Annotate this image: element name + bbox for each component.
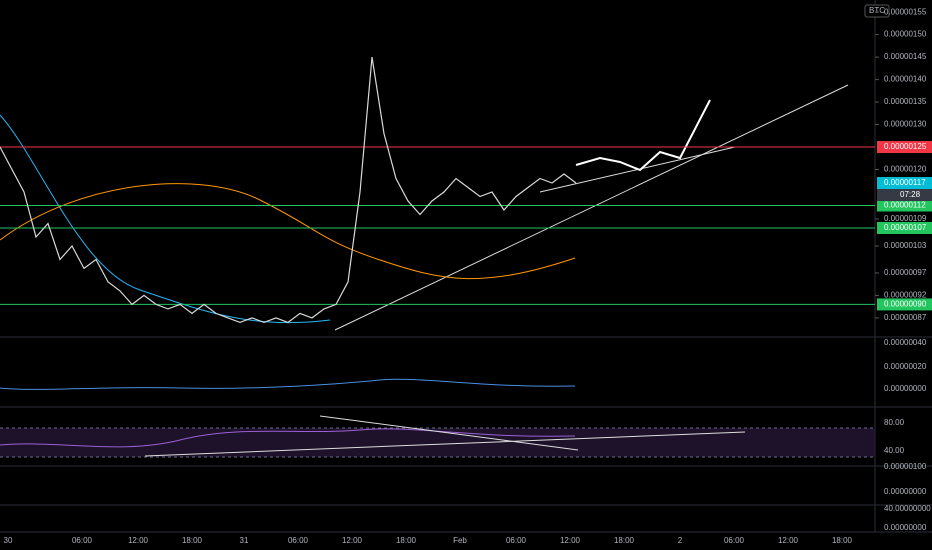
y-tick-label: 0.00000103	[884, 241, 927, 250]
y-tick-label: 0.00000140	[884, 75, 927, 84]
macd-line	[0, 378, 576, 390]
x-tick-label: 06:00	[506, 536, 527, 545]
symbol-badge-text: BTC	[869, 6, 885, 15]
level-tag: 0.00000112	[884, 201, 926, 210]
y-tick-label: 0.00000145	[884, 52, 927, 61]
level-tag-box	[877, 221, 932, 234]
y-tick-label: 0.00000092	[884, 291, 927, 300]
trendline	[334, 84, 849, 331]
x-tick-label: 18:00	[832, 536, 853, 545]
x-tick-label: 12:00	[560, 536, 581, 545]
trendline	[319, 415, 579, 451]
indicator-label: 0.00000020	[884, 362, 927, 371]
panel-separators	[0, 0, 932, 533]
level-tag-box	[877, 298, 932, 311]
rsi-line	[0, 428, 576, 448]
x-tick-label: 2	[678, 536, 683, 545]
x-tick-label: 30	[4, 536, 13, 545]
indicator-label: 0.00000000	[884, 523, 927, 532]
countdown: 07:28	[900, 190, 921, 199]
x-tick-label: 18:00	[614, 536, 635, 545]
y-tick-label: 0.00000097	[884, 268, 927, 277]
x-tick-label: 12:00	[342, 536, 363, 545]
y-tick-label: 0.00000109	[884, 214, 927, 223]
price-tag: 0.00000117	[884, 178, 926, 187]
x-tick-label: 12:00	[778, 536, 799, 545]
y-tick-label: 0.00000087	[884, 313, 927, 322]
y-tick-label: 0.00000155	[884, 7, 927, 16]
indicator-label: 40.00000000	[884, 504, 931, 513]
countdown-box	[877, 189, 932, 202]
level-tag-box	[877, 141, 932, 154]
indicator-label: 0.00000100	[884, 462, 927, 471]
forecast-path	[575, 99, 711, 172]
x-tick-label: 06:00	[288, 536, 309, 545]
y-tick-label: 0.00000130	[884, 120, 927, 129]
indicator-label: 0.00000000	[884, 384, 927, 393]
x-tick-label: 12:00	[128, 536, 149, 545]
y-tick-label: 0.00000120	[884, 165, 927, 174]
x-tick-label: 06:00	[724, 536, 745, 545]
level-tag: 0.00000125	[884, 142, 927, 151]
y-tick-label: 0.00000135	[884, 97, 927, 106]
indicator-label: 40.00	[884, 446, 905, 455]
x-tick-label: Feb	[453, 536, 467, 545]
indicator-label: 0.00000000	[884, 487, 927, 496]
level-tag: 0.00000107	[884, 223, 927, 232]
x-tick-label: 18:00	[396, 536, 417, 545]
price-line	[0, 57, 577, 324]
symbol-badge	[864, 4, 890, 18]
level-tag-box	[877, 199, 932, 212]
x-tick-label: 31	[240, 536, 249, 545]
moving-average	[0, 183, 576, 280]
x-tick-label: 18:00	[182, 536, 203, 545]
price-tag-box	[877, 177, 932, 190]
x-tick-label: 06:00	[72, 536, 93, 545]
level-tag: 0.00000090	[884, 300, 927, 309]
indicator-label: 80.00	[884, 418, 905, 427]
trendline	[144, 431, 746, 457]
indicator-label: 0.00000040	[884, 338, 927, 347]
y-tick-label: 0.00000150	[884, 30, 927, 39]
